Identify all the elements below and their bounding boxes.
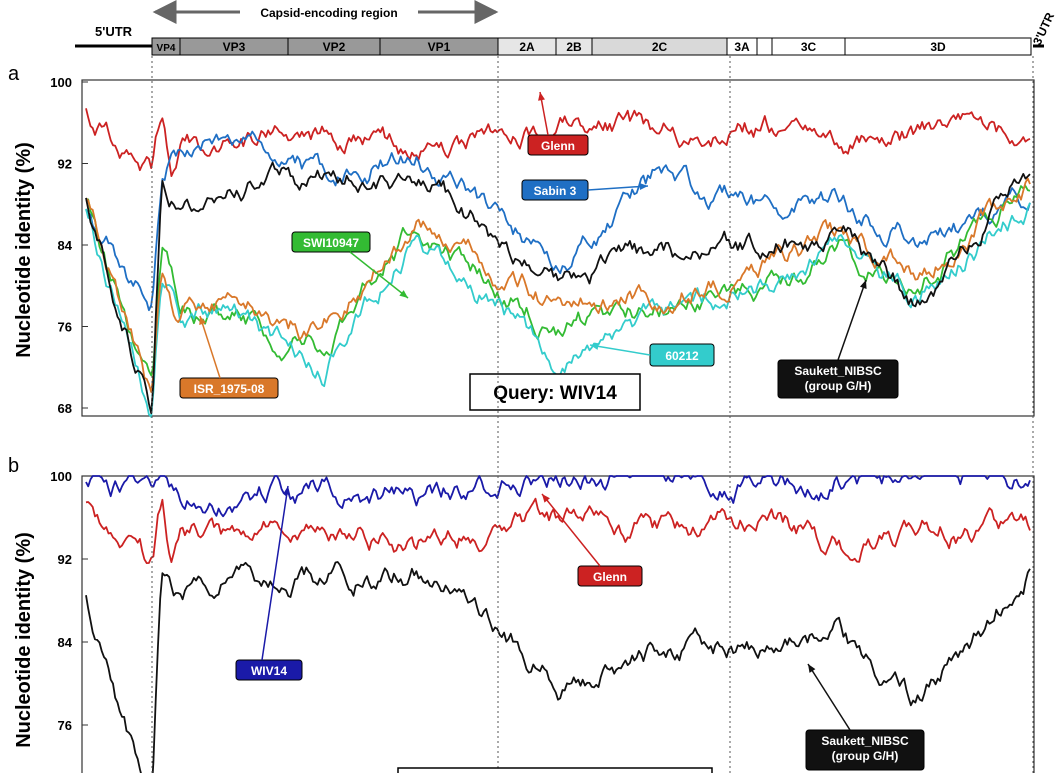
region-box-3d: [844, 37, 1032, 56]
wiv14-label: WIV14: [251, 664, 287, 678]
panel-b-letter: b: [8, 455, 19, 477]
ytick-label: 84: [58, 238, 73, 253]
panel-b-ylabel: Nucleotide identity (%): [13, 532, 35, 748]
series-line-wiv14: [85, 475, 1031, 518]
wiv14-label-box: [235, 659, 303, 681]
wiv14-pointer-head: [283, 486, 291, 495]
saukett-label-a: (group G/H): [805, 379, 872, 393]
glenn-label-b-box: [577, 565, 643, 587]
region-label-3c: 3C: [801, 40, 817, 54]
capsid-label: Capsid-encoding region: [260, 6, 397, 20]
saukett-pointer-a: [837, 279, 867, 361]
saukett-pointer-b-head: [808, 664, 816, 673]
saukett-pointer-a-head: [859, 280, 867, 289]
region-label-2b: 2B: [566, 40, 582, 54]
swi10947-pointer-head: [399, 290, 408, 298]
panel-a-frame: [81, 79, 1035, 417]
saukett-label-b-box: [805, 729, 925, 771]
panel-b-frame: [81, 475, 1035, 773]
swi10947-label-box: [291, 231, 371, 253]
swi10947-label: SWI10947: [303, 236, 359, 250]
panel-b-chart: Nucleotide identity (%) 100 92 84 76 WIV14 G…: [13, 56, 1035, 773]
panel-a-ylabel: Nucleotide identity (%): [13, 142, 35, 358]
c60212-pointer: [589, 344, 651, 356]
c60212-pointer-head: [590, 342, 599, 350]
series-line-glenn: [85, 497, 1031, 564]
ytick-label: 92: [58, 157, 72, 172]
ytick-label: 76: [58, 718, 72, 733]
saukett-pointer-b: [807, 663, 851, 731]
ytick-label: 100: [50, 75, 72, 90]
series-line-sabin-3: [85, 130, 1031, 312]
ytick-label: 100: [50, 469, 72, 484]
isr-label: ISR_1975-08: [194, 382, 265, 396]
region-label-3d: 3D: [930, 40, 946, 54]
isr-label-box: [179, 377, 279, 399]
glenn-pointer-a-head: [538, 92, 545, 101]
swi10947-pointer: [349, 251, 409, 299]
genome-map: 5'UTR Capsid-encoding region VP4 VP3 VP2 VP…: [75, 0, 1057, 56]
c60212-label: 60212: [665, 349, 699, 363]
panel-a-chart: Nucleotide identity (%) 100 92 84 76 68 Glen…: [13, 56, 1035, 773]
glenn-label-a: Glenn: [541, 139, 575, 153]
sabin3-pointer-head: [639, 183, 648, 191]
glenn-label-a-box: [527, 134, 589, 156]
series-line-swi10947: [85, 185, 1031, 377]
series-line-glenn: [85, 108, 1031, 178]
saukett-label-b: Saukett_NIBSC: [821, 734, 909, 748]
region-label-vp2: VP2: [323, 40, 346, 54]
region-label-2c: 2C: [652, 40, 668, 54]
utr-5-label: 5'UTR: [95, 24, 133, 39]
region-box-gap: [756, 37, 773, 56]
saukett-label-b: (group G/H): [832, 749, 899, 763]
glenn-pointer-b: [541, 493, 601, 567]
region-label-3a: 3A: [734, 40, 750, 54]
series-line-saukett-nibsc-group-g-h: [85, 161, 1031, 415]
region-label-2a: 2A: [519, 40, 535, 54]
region-label-vp1: VP1: [428, 40, 451, 54]
sabin3-pointer: [587, 185, 649, 191]
series-line-isr-1975-08: [85, 177, 1031, 393]
region-label-vp4: VP4: [157, 43, 176, 54]
utr-3-label: 3'UTR: [1030, 10, 1057, 47]
saukett-label-a: Saukett_NIBSC: [794, 364, 882, 378]
query-label: Query: WIV14: [493, 383, 617, 404]
sabin3-label: Sabin 3: [534, 184, 577, 198]
ytick-label: 68: [58, 401, 72, 416]
region-label-vp3: VP3: [223, 40, 246, 54]
series-line-saukett-nibsc-group-g-h: [85, 561, 1031, 773]
glenn-label-b: Glenn: [593, 570, 627, 584]
wiv14-pointer: [261, 485, 289, 661]
capsid-label-bg: [240, 4, 418, 20]
panel-b-title-box: [397, 767, 713, 773]
ytick-label: 92: [58, 552, 72, 567]
panel-a-letter: a: [8, 63, 20, 85]
ytick-label: 76: [58, 320, 72, 335]
isr-pointer-head: [199, 316, 206, 325]
glenn-pointer-b-head: [542, 494, 550, 503]
isr-pointer: [199, 315, 221, 379]
ytick-label: 84: [58, 635, 73, 650]
